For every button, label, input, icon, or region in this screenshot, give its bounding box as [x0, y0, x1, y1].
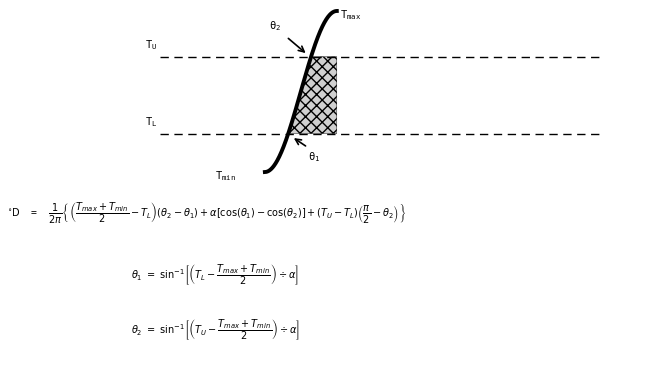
Text: $\mathtt{T_{max}}$: $\mathtt{T_{max}}$ [340, 8, 361, 22]
Text: $\mathtt{T_{min}}$: $\mathtt{T_{min}}$ [215, 169, 235, 183]
Text: $\mathtt{T_L}$: $\mathtt{T_L}$ [145, 115, 157, 129]
Text: $\theta_2\ =\ \sin^{-1}\!\left[\left(T_U - \dfrac{T_{max}+T_{min}}{2}\right)\div: $\theta_2\ =\ \sin^{-1}\!\left[\left(T_U… [131, 317, 300, 342]
Text: $\mathtt{T_U}$: $\mathtt{T_U}$ [145, 38, 157, 52]
Text: $\mathtt{\theta_2}$: $\mathtt{\theta_2}$ [269, 19, 281, 33]
Text: $\mathtt{\theta_1}$: $\mathtt{\theta_1}$ [308, 150, 320, 164]
Polygon shape [288, 57, 337, 134]
Text: $\mathrm{{}^{\circ}D}$  =  $\dfrac{1}{2\pi}$$\left\{\left(\dfrac{T_{max}+T_{min}: $\mathrm{{}^{\circ}D}$ = $\dfrac{1}{2\pi… [7, 200, 405, 225]
Text: $\theta_1\ =\ \sin^{-1}\!\left[\left(T_L - \dfrac{T_{max}+T_{min}}{2}\right)\div: $\theta_1\ =\ \sin^{-1}\!\left[\left(T_L… [131, 262, 299, 287]
